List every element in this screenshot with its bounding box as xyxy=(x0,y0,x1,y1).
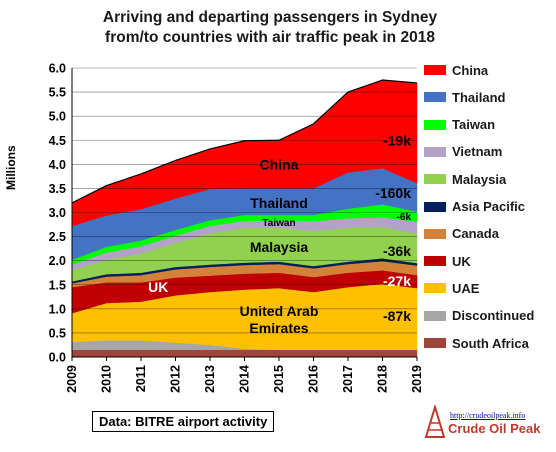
annotation-label: -87k xyxy=(383,308,411,324)
legend-item-south-africa: South Africa xyxy=(424,335,529,351)
y-tick-label: 4.5 xyxy=(49,134,66,148)
legend-swatch xyxy=(424,65,446,75)
annotation-label: Emirates xyxy=(249,320,308,336)
x-tick-label: 2018 xyxy=(376,365,390,393)
x-tick-label: 2013 xyxy=(203,365,217,393)
legend-label: Vietnam xyxy=(452,144,503,160)
legend-label: Discontinued xyxy=(452,308,535,324)
source-note: Data: BITRE airport activity xyxy=(92,411,275,432)
logo-name: Crude Oil Peak xyxy=(448,421,541,436)
legend-swatch xyxy=(424,228,446,239)
legend-swatch xyxy=(424,174,446,185)
chart-title-line1: Arriving and departing passengers in Syd… xyxy=(102,9,438,26)
annotation-label: -6k xyxy=(397,212,412,223)
legend-label: Taiwan xyxy=(452,117,496,133)
crude-oil-peak-logo[interactable]: http://crudeoilpeak.info Crude Oil Peak xyxy=(420,405,550,441)
legend-label: UK xyxy=(452,253,471,269)
x-tick-label: 2011 xyxy=(134,365,148,392)
x-tick-label: 2014 xyxy=(238,365,252,393)
y-tick-label: 2.5 xyxy=(49,230,66,244)
legend-item-malaysia: Malaysia xyxy=(424,171,506,187)
annotation-label: -160k xyxy=(375,185,411,201)
legend-swatch xyxy=(424,338,446,348)
x-tick-label: 2017 xyxy=(341,365,355,393)
annotation-label: -19k xyxy=(383,132,411,148)
legend-item-uae: UAE xyxy=(424,280,479,296)
legend-swatch xyxy=(424,310,446,321)
logo-url[interactable]: http://crudeoilpeak.info xyxy=(450,411,526,420)
x-tick-label: 2009 xyxy=(65,365,79,393)
y-tick-label: 3.0 xyxy=(49,206,66,220)
legend-swatch xyxy=(424,119,446,130)
chart-title: Arriving and departing passengers in Syd… xyxy=(60,8,480,48)
annotation-label: -27k xyxy=(383,273,411,289)
annotation-label: UK xyxy=(148,279,168,295)
annotation-label: United Arab xyxy=(240,303,319,319)
legend-label: Thailand xyxy=(452,89,506,105)
x-tick-label: 2016 xyxy=(307,365,321,393)
x-tick-label: 2015 xyxy=(272,365,286,393)
legend-swatch xyxy=(424,201,446,212)
x-tick-label: 2012 xyxy=(169,365,183,393)
y-tick-label: 1.0 xyxy=(49,302,66,316)
y-tick-label: 0.5 xyxy=(49,326,66,340)
legend-item-uk: UK xyxy=(424,253,471,269)
legend-label: Asia Pacific xyxy=(452,199,525,214)
annotation-label: Taiwan xyxy=(262,218,295,229)
y-tick-label: 0.0 xyxy=(49,351,66,365)
y-tick-label: 6.0 xyxy=(49,62,66,76)
legend-swatch xyxy=(424,146,446,157)
y-tick-label: 5.5 xyxy=(49,86,66,100)
legend-item-vietnam: Vietnam xyxy=(424,144,502,160)
legend-swatch xyxy=(424,283,446,294)
chart-title-line2: from/to countries with air traffic peak … xyxy=(105,29,435,46)
y-tick-label: 3.5 xyxy=(49,182,66,196)
total-outline xyxy=(71,79,418,204)
legend-item-china: China xyxy=(424,62,488,78)
y-tick-label: 5.0 xyxy=(49,110,66,124)
x-tick-label: 2019 xyxy=(410,365,424,393)
y-tick-label: 4.0 xyxy=(49,158,66,172)
legend-label: UAE xyxy=(452,280,480,296)
y-tick-label: 2.0 xyxy=(49,254,66,268)
legend-item-taiwan: Taiwan xyxy=(424,117,495,133)
legend-item-canada: Canada xyxy=(424,226,499,242)
legend-item-discontinued: Discontinued xyxy=(424,308,534,324)
y-tick-label: 1.5 xyxy=(49,278,66,292)
legend-swatch xyxy=(424,256,446,267)
legend-label: Malaysia xyxy=(452,171,507,187)
legend-swatch xyxy=(424,92,446,103)
legend-item-asia-pacific: Asia Pacific xyxy=(424,199,525,215)
annotation-label: Malaysia xyxy=(250,239,309,255)
legend-label: South Africa xyxy=(452,335,529,351)
area-south-africa xyxy=(71,349,418,358)
legend-label: Canada xyxy=(452,226,499,242)
annotation-label: -36k xyxy=(383,243,411,259)
oil-derrick-icon xyxy=(424,405,446,438)
annotation-label: China xyxy=(260,156,299,172)
annotation-label: Thailand xyxy=(250,195,308,211)
x-tick-label: 2010 xyxy=(100,365,114,393)
legend-label: China xyxy=(452,62,489,78)
legend-item-thailand: Thailand xyxy=(424,89,505,105)
